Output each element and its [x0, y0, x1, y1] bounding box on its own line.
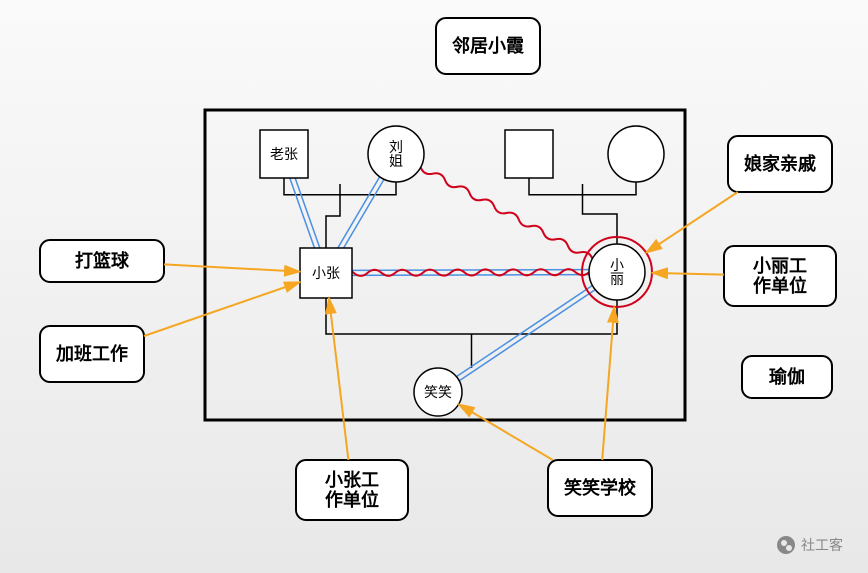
eco-arrow	[602, 307, 614, 460]
eco-arrow	[144, 282, 300, 336]
ext-label: 作单位	[325, 489, 379, 510]
person-label: 老张	[270, 146, 298, 162]
close-relationship	[437, 270, 616, 390]
person-label: 姐	[389, 153, 403, 169]
child-link	[583, 184, 618, 244]
ext-label: 小丽工	[753, 256, 807, 276]
eco-arrow	[459, 404, 553, 460]
eco-arrow	[652, 273, 724, 275]
child-link	[326, 184, 340, 248]
watermark-text: 社工客	[801, 535, 843, 555]
person-label: 笑笑	[424, 384, 452, 400]
ext-label: 小张工	[325, 470, 379, 490]
ext-label: 加班工作	[55, 343, 128, 364]
person-label: 丽	[610, 271, 624, 287]
person-father2	[505, 130, 553, 178]
ext-label: 笑笑学校	[564, 477, 637, 498]
eco-arrow	[164, 264, 300, 271]
eco-arrow	[646, 192, 738, 253]
ext-label: 打篮球	[75, 250, 130, 271]
ext-label: 瑜伽	[769, 366, 805, 387]
ext-label: 邻居小霞	[452, 35, 525, 56]
person-mother2	[608, 126, 664, 182]
ecomap-diagram: 老张刘姐小张小丽笑笑邻居小霞娘家亲戚打篮球小丽工作单位加班工作瑜伽小张工作单位笑…	[0, 0, 868, 573]
eco-arrow	[329, 298, 348, 460]
wechat-icon	[777, 536, 795, 554]
watermark: 社工客	[777, 535, 843, 555]
ext-label: 娘家亲戚	[744, 153, 816, 174]
person-label: 小张	[312, 265, 340, 281]
ext-label: 作单位	[753, 275, 807, 296]
